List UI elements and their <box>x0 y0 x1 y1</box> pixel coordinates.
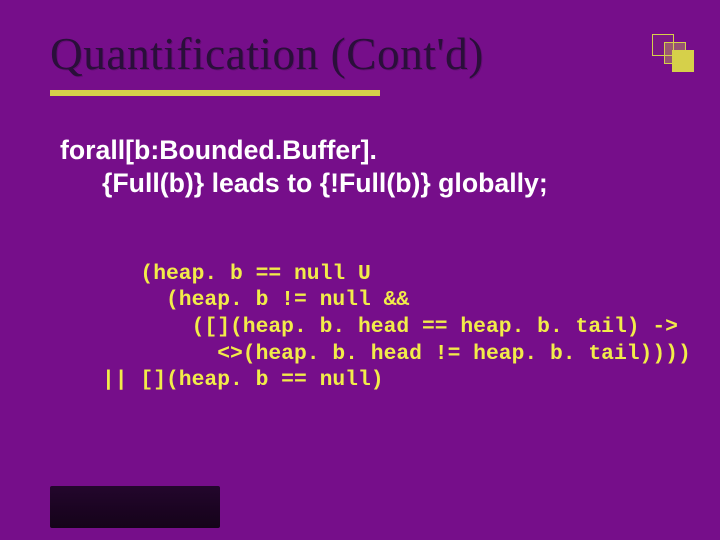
spec-line-2: {Full(b)} leads to {!Full(b)} globally; <box>60 167 660 200</box>
spec-line-1: forall[b:Bounded.Buffer]. <box>60 135 377 165</box>
square-icon <box>672 50 694 72</box>
spec-block: forall[b:Bounded.Buffer]. {Full(b)} lead… <box>60 134 660 201</box>
footer-shadow <box>50 486 220 528</box>
corner-squares-icon <box>652 34 694 76</box>
title-row: Quantification (Cont'd) <box>0 0 720 80</box>
content-area: forall[b:Bounded.Buffer]. {Full(b)} lead… <box>0 96 720 394</box>
slide: Quantification (Cont'd) forall[b:Bounded… <box>0 0 720 540</box>
code-block: (heap. b == null U (heap. b != null && (… <box>60 261 660 394</box>
slide-title: Quantification (Cont'd) <box>50 28 484 80</box>
